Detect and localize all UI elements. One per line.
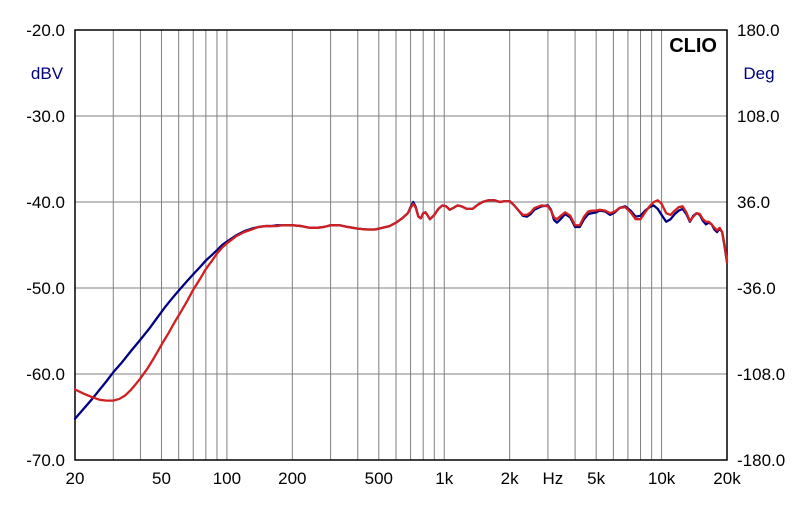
- y-left-tick: -20.0: [26, 21, 65, 40]
- y-right-tick: 180.0: [737, 21, 780, 40]
- x-unit-label: Hz: [543, 469, 564, 488]
- x-tick: 1k: [435, 469, 453, 488]
- y-left-tick: -50.0: [26, 279, 65, 298]
- y-right-tick: -180.0: [737, 451, 785, 470]
- x-tick: 20: [66, 469, 85, 488]
- y-left-tick: -30.0: [26, 107, 65, 126]
- x-tick: 10k: [648, 469, 676, 488]
- y-right-tick: 108.0: [737, 107, 780, 126]
- y-left-unit: dBV: [31, 64, 64, 83]
- frequency-response-chart: -20.0 -30.0 -40.0 -50.0 -60.0 -70.0 180.0 108.0…: [0, 0, 800, 506]
- x-tick: 20k: [713, 469, 741, 488]
- x-tick: 200: [278, 469, 306, 488]
- y-left-tick: -40.0: [26, 193, 65, 212]
- chart-svg: -20.0 -30.0 -40.0 -50.0 -60.0 -70.0 180.0 108.0…: [0, 0, 800, 506]
- x-tick: 5k: [587, 469, 605, 488]
- y-right-tick: -108.0: [737, 365, 785, 384]
- x-tick: 100: [213, 469, 241, 488]
- x-tick: 500: [365, 469, 393, 488]
- x-tick: 50: [152, 469, 171, 488]
- x-tick: 2k: [501, 469, 519, 488]
- y-right-tick: -36.0: [737, 279, 776, 298]
- y-left-tick: -70.0: [26, 451, 65, 470]
- y-left-tick: -60.0: [26, 365, 65, 384]
- y-right-unit: Deg: [743, 64, 774, 83]
- y-right-tick: 36.0: [737, 193, 770, 212]
- clio-logo: CLIO: [669, 35, 717, 57]
